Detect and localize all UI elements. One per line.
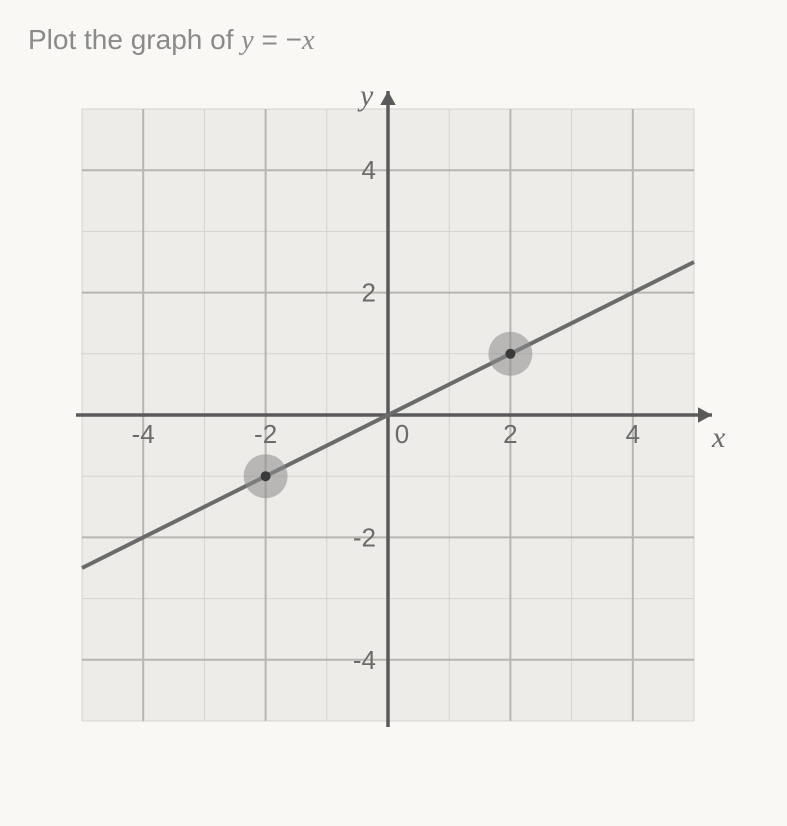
coordinate-grid[interactable]: -4 -2 2 4 -4 -2 2 4 0 x y	[48, 75, 728, 755]
x-tick-label: 4	[626, 419, 640, 449]
y-tick-label: -4	[353, 645, 376, 675]
prompt-prefix: Plot the graph of	[28, 24, 241, 55]
grid-svg[interactable]: -4 -2 2 4 -4 -2 2 4 0 x y	[48, 75, 728, 755]
x-tick-label: -4	[132, 419, 155, 449]
eq-rhs-var: x	[302, 25, 314, 56]
x-axis-label: x	[711, 421, 726, 454]
eq-equals: =	[254, 24, 286, 55]
y-axis-label: y	[357, 79, 374, 112]
eq-lhs: y	[241, 25, 253, 56]
x-tick-label: -2	[254, 419, 277, 449]
origin-label: 0	[395, 419, 409, 449]
y-tick-label: -2	[353, 522, 376, 552]
eq-sign: −	[286, 24, 302, 55]
drag-point-dot[interactable]	[261, 471, 271, 481]
drag-point-dot[interactable]	[505, 349, 515, 359]
y-tick-label: 4	[362, 155, 376, 185]
question-prompt: Plot the graph of y = −x	[28, 24, 759, 57]
y-tick-label: 2	[362, 278, 376, 308]
x-tick-label: 2	[503, 419, 517, 449]
x-axis-arrow	[698, 407, 712, 422]
y-axis-arrow	[380, 91, 395, 105]
